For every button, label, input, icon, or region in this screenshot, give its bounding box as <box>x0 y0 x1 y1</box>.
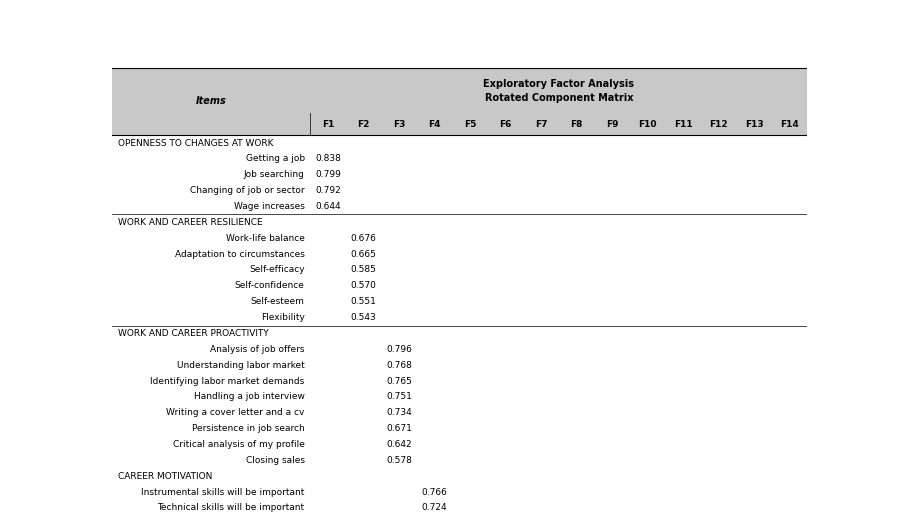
Text: 0.665: 0.665 <box>351 250 377 259</box>
Text: Handling a job interview: Handling a job interview <box>194 392 305 401</box>
Text: Self-esteem: Self-esteem <box>251 297 305 306</box>
Text: 0.751: 0.751 <box>386 392 412 401</box>
Text: WORK AND CAREER RESILIENCE: WORK AND CAREER RESILIENCE <box>118 218 262 227</box>
Bar <box>112 68 807 135</box>
Text: Items: Items <box>196 96 227 107</box>
Text: 0.765: 0.765 <box>386 376 412 386</box>
Text: 0.734: 0.734 <box>386 408 412 417</box>
Text: F7: F7 <box>535 120 547 129</box>
Text: CAREER MOTIVATION: CAREER MOTIVATION <box>118 472 212 480</box>
Text: WORK AND CAREER PROACTIVITY: WORK AND CAREER PROACTIVITY <box>118 329 268 338</box>
Text: 0.766: 0.766 <box>422 488 448 496</box>
Text: Work-life balance: Work-life balance <box>226 234 305 243</box>
Text: 0.578: 0.578 <box>386 456 412 465</box>
Text: 0.671: 0.671 <box>386 424 412 433</box>
Text: 0.543: 0.543 <box>351 313 377 322</box>
Text: F9: F9 <box>605 120 618 129</box>
Text: Job searching: Job searching <box>244 170 305 179</box>
Text: 0.642: 0.642 <box>387 440 412 449</box>
Text: 0.551: 0.551 <box>351 297 377 306</box>
Text: Technical skills will be important: Technical skills will be important <box>158 504 305 512</box>
Text: F6: F6 <box>500 120 511 129</box>
Text: F5: F5 <box>464 120 476 129</box>
Text: Understanding labor market: Understanding labor market <box>177 360 305 370</box>
Text: Exploratory Factor Analysis
Rotated Component Matrix: Exploratory Factor Analysis Rotated Comp… <box>483 79 634 102</box>
Text: 0.838: 0.838 <box>315 154 341 163</box>
Text: F2: F2 <box>357 120 370 129</box>
Text: Self-efficacy: Self-efficacy <box>249 266 305 274</box>
Text: F12: F12 <box>710 120 727 129</box>
Text: F4: F4 <box>428 120 440 129</box>
Text: Closing sales: Closing sales <box>246 456 305 465</box>
Text: 0.799: 0.799 <box>315 170 341 179</box>
Text: Self-confidence: Self-confidence <box>235 281 305 290</box>
Text: Analysis of job offers: Analysis of job offers <box>210 345 305 354</box>
Text: Flexibility: Flexibility <box>261 313 305 322</box>
Text: Changing of job or sector: Changing of job or sector <box>190 186 305 195</box>
Text: F10: F10 <box>639 120 657 129</box>
Text: Writing a cover letter and a cv: Writing a cover letter and a cv <box>166 408 305 417</box>
Text: F8: F8 <box>570 120 583 129</box>
Text: F14: F14 <box>780 120 799 129</box>
Text: F11: F11 <box>674 120 692 129</box>
Text: Wage increases: Wage increases <box>234 202 305 211</box>
Text: OPENNESS TO CHANGES AT WORK: OPENNESS TO CHANGES AT WORK <box>118 139 274 148</box>
Text: 0.796: 0.796 <box>386 345 412 354</box>
Text: Adaptation to circumstances: Adaptation to circumstances <box>175 250 305 259</box>
Text: Getting a job: Getting a job <box>246 154 305 163</box>
Text: 0.792: 0.792 <box>315 186 341 195</box>
Text: 0.570: 0.570 <box>351 281 377 290</box>
Text: Instrumental skills will be important: Instrumental skills will be important <box>142 488 305 496</box>
Text: 0.644: 0.644 <box>315 202 341 211</box>
Text: 0.724: 0.724 <box>422 504 448 512</box>
Text: F3: F3 <box>393 120 405 129</box>
Text: Critical analysis of my profile: Critical analysis of my profile <box>173 440 305 449</box>
Text: Persistence in job search: Persistence in job search <box>192 424 305 433</box>
Text: F13: F13 <box>745 120 763 129</box>
Text: 0.676: 0.676 <box>351 234 377 243</box>
Text: 0.768: 0.768 <box>386 360 412 370</box>
Text: Identifying labor market demands: Identifying labor market demands <box>151 376 305 386</box>
Text: 0.585: 0.585 <box>351 266 377 274</box>
Text: F1: F1 <box>322 120 335 129</box>
